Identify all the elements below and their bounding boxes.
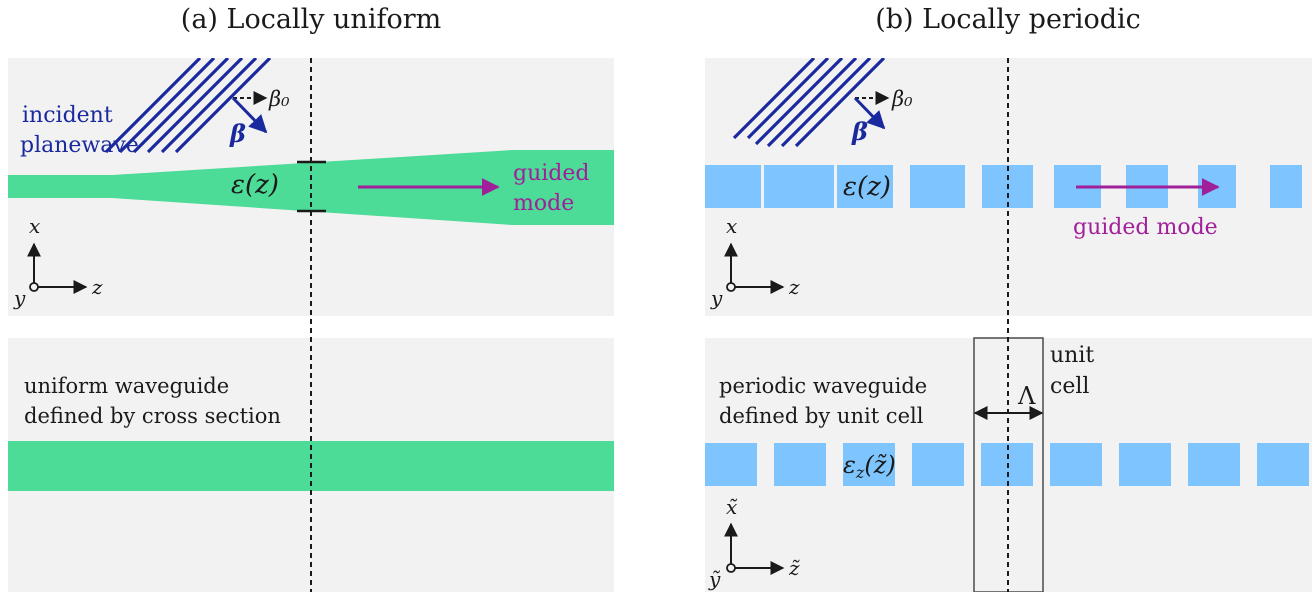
axis-y-symbol-b [726,282,736,292]
waveguide-segment [843,443,895,486]
axis-x-tilde-label: x̃ [726,495,738,519]
waveguide-segment [1050,443,1102,486]
uniform-waveguide-line2: defined by cross section [24,404,281,428]
axis-z-label: z [91,275,103,299]
axis-y-tilde-label: ỹ [708,567,721,591]
incident-label-line2: planewave [20,133,139,158]
axis-z-label-b: z [788,275,800,299]
permittivity-label-b: ε(z) [843,172,891,202]
waveguide-segment [837,165,893,208]
chirped-periodic-waveguide [705,165,1302,208]
axis-y-label-b: y [710,286,723,310]
waveguide-segment [705,443,757,486]
beta-arrow-b [853,96,886,130]
guided-label-b: guided mode [1073,215,1218,240]
beta-label: β [229,119,246,148]
axis-x-label-b: x [726,214,737,238]
local-permittivity-main: ε [843,451,856,479]
guided-label-line2: mode [513,191,574,216]
periodic-waveguide-line2: defined by unit cell [719,404,924,428]
axis-x-label: x [29,214,40,238]
axis-z-tilde-label: z̃ [788,556,800,580]
unit-cell-label-line1: unit [1050,343,1094,368]
waveguide-segment [764,165,834,208]
panel-b-title: (b) Locally periodic [875,4,1141,35]
waveguide-segment [912,443,964,486]
beta0-label: β₀ [268,87,290,111]
beta-arrow [231,96,268,134]
axis-y-symbol [29,282,39,292]
waveguide-segment [1119,443,1171,486]
beta-label-b: β [851,117,868,146]
beta0-label-b: β₀ [891,87,913,111]
waveguide-segment [1188,443,1240,486]
local-permittivity-sub: z [855,463,865,482]
waveguide-segment [1270,165,1302,208]
unit-cell-label-line2: cell [1050,374,1089,399]
waveguide-segment [910,165,965,208]
permittivity-label: ε(z) [231,170,279,200]
incident-planewave-lines-b [732,58,886,148]
axis-y-label: y [13,286,26,310]
periodic-waveguide-line1: periodic waveguide [719,374,927,398]
waveguide-segment [705,165,761,208]
incident-label-line1: incident [22,103,113,128]
waveguide-segment [774,443,826,486]
local-permittivity-label: εz(z̃) [843,451,896,482]
guided-label-line1: guided [513,161,589,186]
uniform-waveguide-line1: uniform waveguide [24,374,229,398]
waveguide-segment [1257,443,1309,486]
period-label: Λ [1017,382,1036,410]
periodic-waveguide [705,443,1309,486]
axis-y-tilde-symbol [726,563,736,573]
incident-planewave-lines [104,58,272,154]
panel-a-title: (a) Locally uniform [181,4,441,35]
local-permittivity-arg: (z̃) [864,451,895,479]
